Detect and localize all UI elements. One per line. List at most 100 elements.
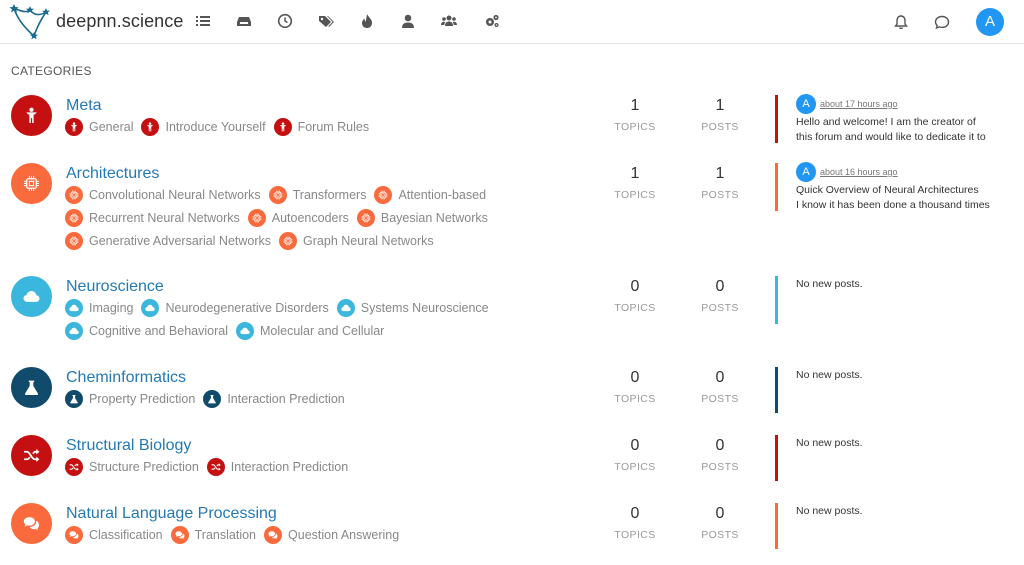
subcategory-neurodegenerative-disorders[interactable]: Neurodegenerative Disorders	[141, 296, 329, 319]
last-post-teaser[interactable]: No new posts.	[775, 503, 1015, 549]
fire-popular-icon[interactable]	[359, 13, 375, 29]
posts-number: 0	[715, 278, 725, 295]
cloud-icon[interactable]	[11, 276, 52, 317]
avatar[interactable]: A	[796, 94, 816, 114]
subcategory-label: Transformers	[292, 187, 367, 202]
notifications-bell-icon[interactable]	[893, 14, 909, 30]
posts-count: 0 POSTS	[690, 278, 750, 314]
subcategory-translation[interactable]: Translation	[170, 523, 257, 546]
user-icon[interactable]	[400, 13, 416, 29]
topics-count: 0 TOPICS	[605, 505, 665, 541]
brain-chip-icon[interactable]	[11, 163, 52, 204]
subcategory-cognitive-and-behavioral[interactable]: Cognitive and Behavioral	[65, 319, 228, 342]
brain-chip-icon	[356, 208, 375, 227]
subcategory-molecular-and-cellular[interactable]: Molecular and Cellular	[235, 319, 384, 342]
category-title-link[interactable]: Natural Language Processing	[66, 505, 277, 522]
subcategory-bayesian-networks[interactable]: Bayesian Networks	[356, 206, 488, 229]
site-brand[interactable]: deepnn.science	[56, 11, 184, 31]
subcategory-list: General Introduce Yourself Forum Rules	[65, 115, 535, 138]
subcategory-label: Autoencoders	[271, 210, 349, 225]
category-title-link[interactable]: Cheminformatics	[66, 369, 187, 386]
subcategory-structure-prediction[interactable]: Structure Prediction	[65, 455, 199, 478]
topics-number: 0	[630, 505, 640, 522]
category-title-link[interactable]: Neuroscience	[66, 278, 164, 295]
subcategory-classification[interactable]: Classification	[65, 523, 163, 546]
category-title-link[interactable]: Structural Biology	[66, 437, 192, 454]
subcategory-systems-neuroscience[interactable]: Systems Neuroscience	[336, 296, 489, 319]
groups-icon[interactable]	[441, 13, 457, 29]
posts-number: 1	[715, 165, 725, 182]
subcategory-question-answering[interactable]: Question Answering	[264, 523, 399, 546]
topics-caption: TOPICS	[614, 393, 656, 405]
subcategory-label: Graph Neural Networks	[303, 233, 434, 248]
subcategory-autoencoders[interactable]: Autoencoders	[247, 206, 349, 229]
subcategory-label: Classification	[89, 527, 163, 542]
category-title-link[interactable]: Meta	[66, 97, 102, 114]
subcategory-list: Classification Translation Question Answer…	[65, 523, 535, 546]
subcategory-list: Property Prediction Interaction Predictio…	[65, 387, 535, 410]
categories-list-icon[interactable]	[195, 13, 211, 29]
posts-caption: POSTS	[701, 393, 739, 405]
subcategory-recurrent-neural-networks[interactable]: Recurrent Neural Networks	[65, 206, 240, 229]
subcategory-interaction-prediction[interactable]: Interaction Prediction	[203, 387, 345, 410]
subcategory-introduce-yourself[interactable]: Introduce Yourself	[141, 115, 266, 138]
last-post-teaser[interactable]: No new posts.	[775, 276, 1015, 324]
user-stand-icon[interactable]	[11, 95, 52, 136]
comments-icon	[65, 525, 83, 544]
user-avatar[interactable]: A	[976, 8, 1004, 36]
posts-number: 0	[715, 437, 725, 454]
subcategory-property-prediction[interactable]: Property Prediction	[65, 387, 195, 410]
last-post-teaser[interactable]: No new posts.	[775, 435, 1015, 481]
subcategory-forum-rules[interactable]: Forum Rules	[273, 115, 369, 138]
subcategory-imaging[interactable]: Imaging	[65, 296, 133, 319]
topics-count: 0 TOPICS	[605, 369, 665, 405]
chats-bubble-icon[interactable]	[934, 14, 950, 30]
topics-number: 0	[630, 369, 640, 386]
no-posts-text: No new posts.	[796, 505, 863, 517]
subcategory-attention-based[interactable]: Attention-based	[374, 183, 486, 206]
posts-caption: POSTS	[701, 529, 739, 541]
subcategory-list: Imaging Neurodegenerative Disorders System…	[65, 296, 535, 342]
brain-chip-icon	[65, 231, 83, 250]
last-post-teaser[interactable]: No new posts.	[775, 367, 1015, 413]
comments-icon[interactable]	[11, 503, 52, 544]
posts-caption: POSTS	[701, 461, 739, 473]
brain-chip-icon	[279, 231, 298, 250]
logo-icon[interactable]	[8, 2, 56, 42]
topics-caption: TOPICS	[614, 121, 656, 133]
subcategory-general[interactable]: General	[65, 115, 133, 138]
subcategory-generative-adversarial-networks[interactable]: Generative Adversarial Networks	[65, 229, 271, 252]
shuffle-icon	[65, 457, 83, 476]
flask-icon[interactable]	[11, 367, 52, 408]
avatar[interactable]: A	[796, 162, 816, 182]
subcategory-label: Translation	[194, 527, 257, 542]
subcategory-label: Interaction Prediction	[227, 391, 345, 406]
subcategory-label: Attention-based	[398, 187, 487, 202]
categories-heading: CATEGORIES	[11, 64, 92, 78]
brain-chip-icon	[247, 208, 266, 227]
clock-icon[interactable]	[277, 13, 293, 29]
subcategory-interaction-prediction[interactable]: Interaction Prediction	[206, 455, 348, 478]
admin-cogs-icon[interactable]	[484, 13, 500, 29]
subcategory-graph-neural-networks[interactable]: Graph Neural Networks	[279, 229, 434, 252]
posts-number: 0	[715, 505, 725, 522]
subcategory-label: Cognitive and Behavioral	[89, 323, 228, 338]
inbox-recent-icon[interactable]	[236, 13, 252, 29]
subcategory-convolutional-neural-networks[interactable]: Convolutional Neural Networks	[65, 183, 261, 206]
topics-count: 0 TOPICS	[605, 437, 665, 473]
no-posts-text: No new posts.	[796, 369, 863, 381]
subcategory-transformers[interactable]: Transformers	[268, 183, 367, 206]
shuffle-icon[interactable]	[11, 435, 52, 476]
subcategory-label: Convolutional Neural Networks	[89, 187, 261, 202]
tags-icon[interactable]	[318, 13, 334, 29]
last-post-timestamp[interactable]: about 16 hours ago	[820, 167, 898, 177]
last-post-timestamp[interactable]: about 17 hours ago	[820, 99, 898, 109]
posts-number: 1	[715, 97, 725, 114]
last-post-text: I know it has been done a thousand times	[796, 199, 990, 211]
category-title-link[interactable]: Architectures	[66, 165, 160, 182]
topics-number: 0	[630, 437, 640, 454]
